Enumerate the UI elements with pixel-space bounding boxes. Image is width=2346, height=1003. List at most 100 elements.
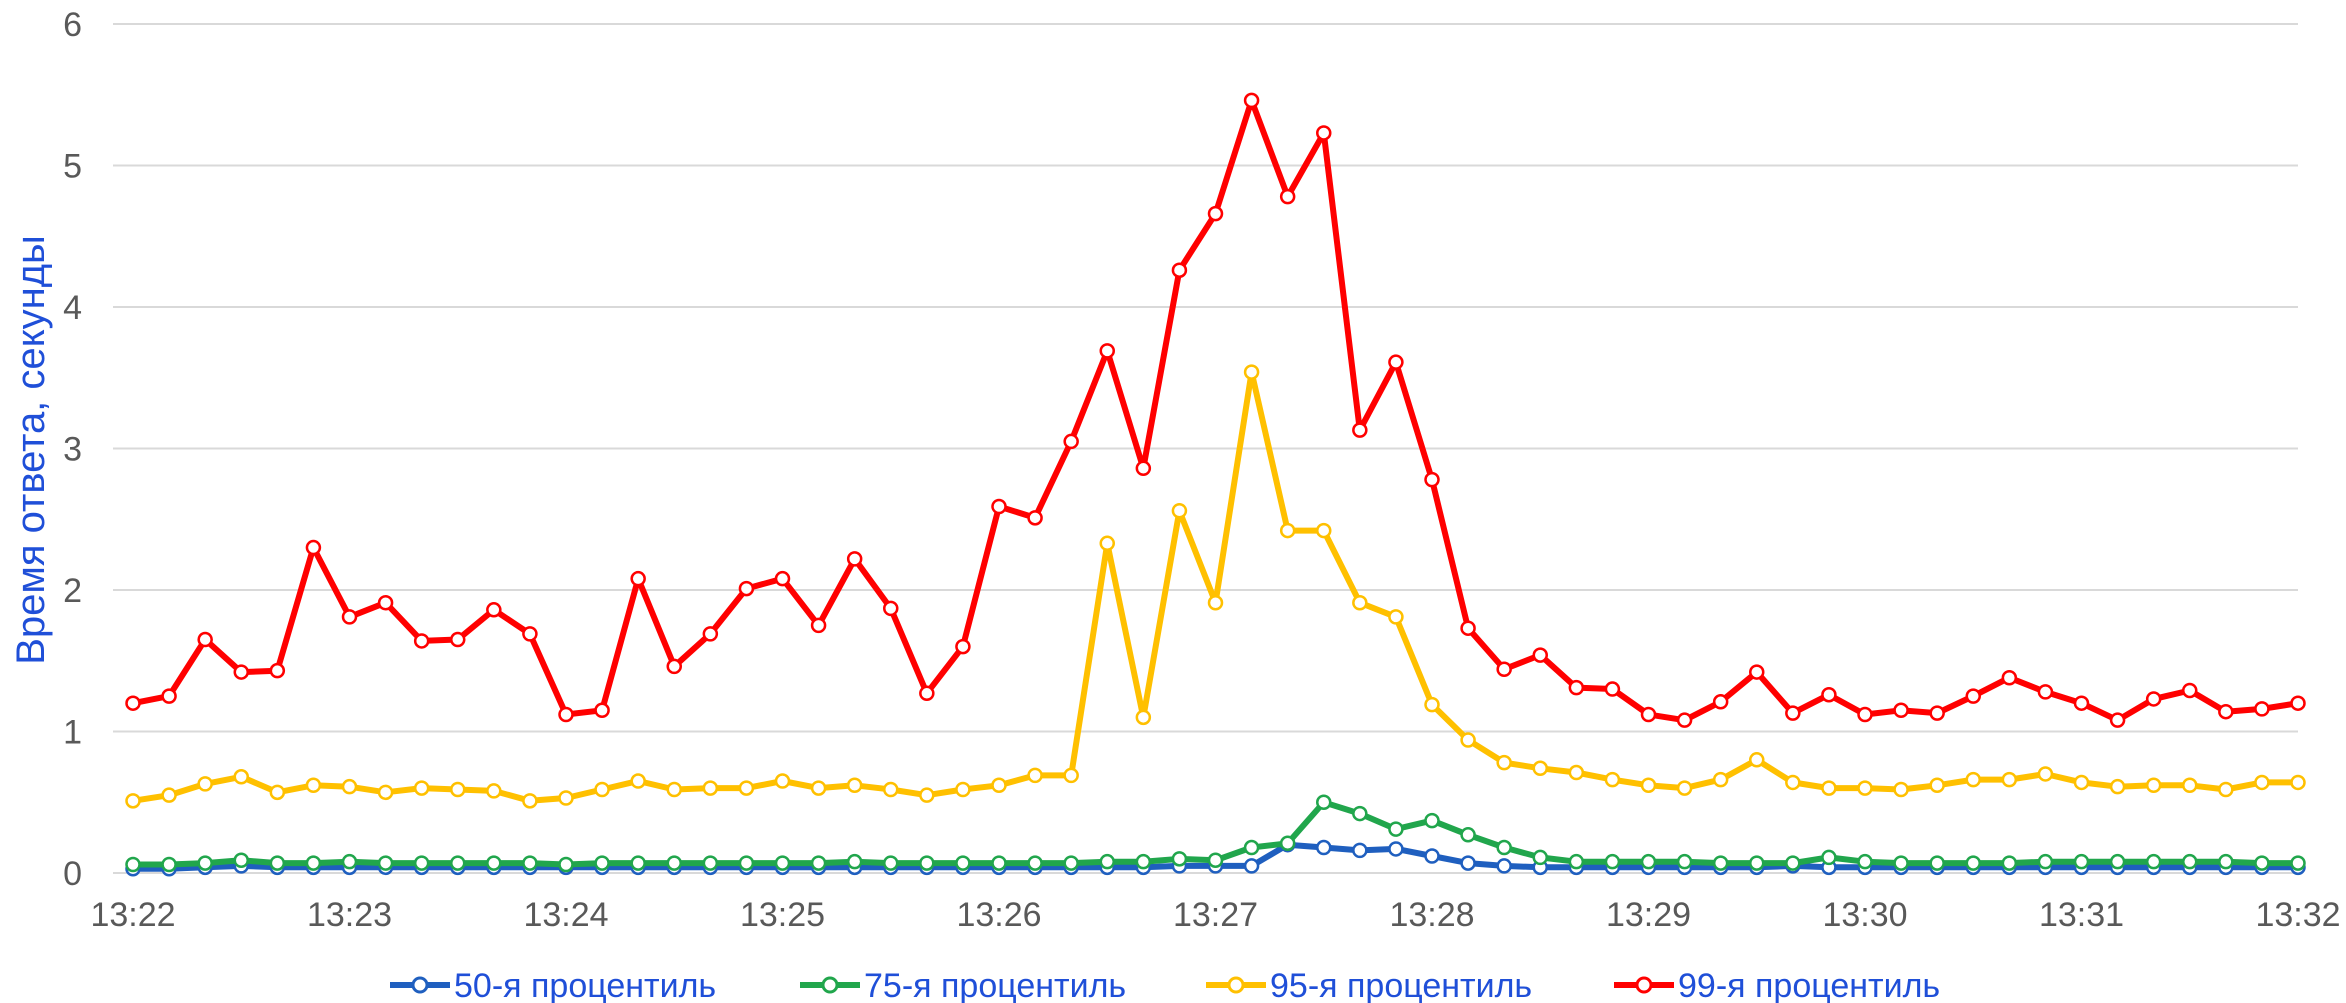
data-point [1642,779,1655,792]
data-point [704,857,717,870]
data-point [2147,855,2160,868]
legend-item: 75-я процентиль [800,967,1126,1003]
data-point [1353,596,1366,609]
data-point [1570,766,1583,779]
data-point [596,783,609,796]
legend: 50-я процентиль 75-я процентиль 95-я проце… [390,967,1940,1003]
x-tick-label: 13:25 [740,896,825,934]
y-axis-tick-labels: 0 1 2 3 4 5 6 [63,6,82,893]
y-tick-label: 1 [63,714,82,752]
data-point [956,783,969,796]
data-point [1859,855,1872,868]
data-point [1029,769,1042,782]
data-point [2147,779,2160,792]
legend-swatch-marker [823,978,837,992]
data-point [1678,782,1691,795]
data-point [1822,851,1835,864]
data-point [1209,207,1222,220]
data-point [199,777,212,790]
data-point [2255,857,2268,870]
data-point [1389,610,1402,623]
legend-label: 95-я процентиль [1270,967,1532,1003]
data-point [2219,855,2232,868]
data-point [1750,666,1763,679]
series-2 [127,796,2305,871]
y-tick-label: 2 [63,572,82,610]
data-point [2003,671,2016,684]
data-point [1534,851,1547,864]
data-point [271,786,284,799]
x-tick-label: 13:26 [956,896,1041,934]
data-point [2039,855,2052,868]
data-point [1173,264,1186,277]
data-point [1389,356,1402,369]
y-tick-label: 5 [63,148,82,186]
data-point [415,782,428,795]
data-point [1570,681,1583,694]
data-point [1931,707,1944,720]
data-point [956,857,969,870]
data-point [1101,344,1114,357]
data-point [2147,692,2160,705]
data-point [163,858,176,871]
data-point [487,857,500,870]
data-point [812,857,825,870]
data-point [487,784,500,797]
data-point [1714,857,1727,870]
data-point [1029,857,1042,870]
data-point [1895,857,1908,870]
data-point [1570,855,1583,868]
data-point [1137,462,1150,475]
data-point [523,794,536,807]
data-point [1931,857,1944,870]
x-tick-label: 13:27 [1173,896,1258,934]
data-point [2292,697,2305,710]
data-point [1065,435,1078,448]
data-point [1606,683,1619,696]
data-point [1967,690,1980,703]
data-point [1967,773,1980,786]
data-point [993,500,1006,513]
data-point [1498,841,1511,854]
data-point [993,857,1006,870]
data-point [1245,841,1258,854]
data-point [1534,649,1547,662]
data-point [1678,714,1691,727]
data-point [1209,596,1222,609]
data-point [343,610,356,623]
data-point [379,596,392,609]
data-point [379,786,392,799]
data-point [2111,855,2124,868]
data-point [560,792,573,805]
data-point [1859,782,1872,795]
data-point [812,619,825,632]
data-point [1967,857,1980,870]
data-point [1426,850,1439,863]
data-point [1426,473,1439,486]
data-point [596,704,609,717]
data-point [2183,684,2196,697]
data-point [2255,776,2268,789]
data-point [2292,776,2305,789]
gridlines [113,24,2298,873]
data-point [2075,855,2088,868]
data-point [740,857,753,870]
data-point [163,690,176,703]
data-point [993,779,1006,792]
data-point [235,666,248,679]
data-point [2219,705,2232,718]
data-point [235,854,248,867]
data-point [1065,857,1078,870]
data-point [1137,855,1150,868]
data-point [812,782,825,795]
data-point [596,857,609,870]
data-point [451,633,464,646]
x-tick-label: 13:22 [90,896,175,934]
data-point [1534,762,1547,775]
data-point [956,640,969,653]
legend-swatch-marker [1229,978,1243,992]
data-point [343,780,356,793]
data-point [235,770,248,783]
legend-label: 99-я процентиль [1678,967,1940,1003]
